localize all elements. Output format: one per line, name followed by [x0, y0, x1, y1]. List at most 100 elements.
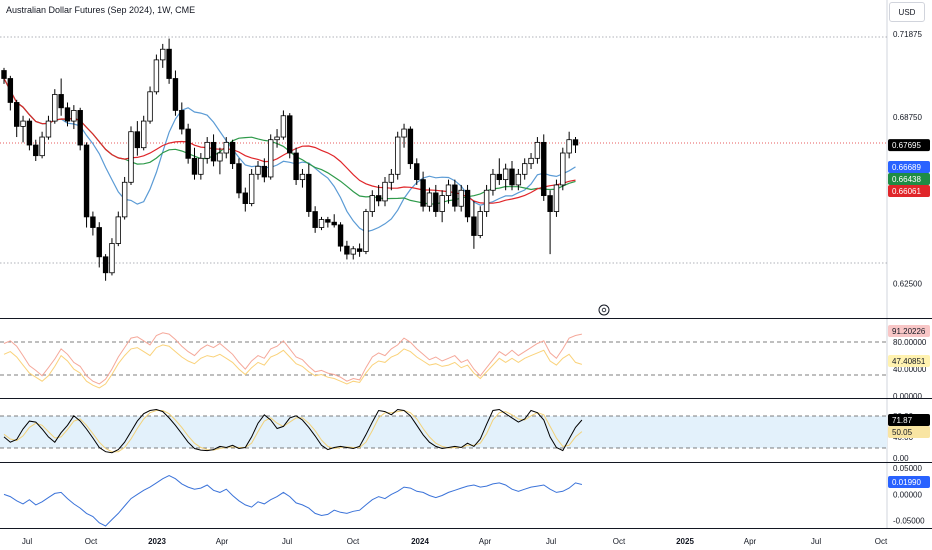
- candle[interactable]: [90, 211, 96, 236]
- candle[interactable]: [33, 139, 39, 161]
- candle[interactable]: [452, 179, 458, 212]
- candle[interactable]: [64, 102, 71, 127]
- candle[interactable]: [198, 153, 204, 180]
- candle[interactable]: [210, 134, 217, 167]
- oscillator-pane-1[interactable]: [0, 332, 887, 389]
- candle[interactable]: [179, 102, 185, 135]
- candle[interactable]: [7, 75, 14, 111]
- candle[interactable]: [172, 70, 179, 116]
- candle[interactable]: [306, 163, 312, 217]
- candle[interactable]: [71, 105, 77, 130]
- stoch-k-line[interactable]: [3, 408, 583, 454]
- stochastic-pane[interactable]: [0, 408, 887, 454]
- osc1-line-b[interactable]: [3, 344, 583, 389]
- candle[interactable]: [388, 168, 395, 191]
- candle[interactable]: [458, 184, 464, 212]
- candle[interactable]: [52, 89, 58, 124]
- candle[interactable]: [356, 243, 363, 257]
- candle[interactable]: [420, 171, 426, 212]
- candle[interactable]: [401, 123, 407, 148]
- candle[interactable]: [394, 131, 401, 180]
- stoch-d-line[interactable]: [3, 409, 583, 453]
- candle[interactable]: [439, 190, 445, 223]
- candle[interactable]: [464, 184, 471, 223]
- candle[interactable]: [369, 190, 375, 217]
- candle[interactable]: [109, 238, 115, 276]
- momentum-line[interactable]: [3, 475, 583, 527]
- candle[interactable]: [58, 78, 64, 116]
- candle[interactable]: [325, 216, 331, 228]
- sma-fast-line[interactable]: [3, 78, 576, 233]
- candle[interactable]: [39, 131, 45, 159]
- candle[interactable]: [229, 139, 236, 169]
- candle[interactable]: [375, 184, 382, 207]
- price-pane[interactable]: [0, 36, 887, 281]
- candle[interactable]: [572, 137, 579, 154]
- candle[interactable]: [407, 126, 414, 169]
- candle[interactable]: [471, 200, 477, 249]
- candle[interactable]: [134, 121, 141, 156]
- osc1-line-a[interactable]: [3, 332, 583, 385]
- candle[interactable]: [522, 158, 528, 180]
- candle[interactable]: [560, 147, 566, 191]
- candle[interactable]: [318, 216, 325, 231]
- candle[interactable]: [541, 134, 547, 201]
- candle[interactable]: [433, 184, 439, 217]
- currency-selector[interactable]: USD: [889, 2, 925, 22]
- momentum-pane[interactable]: [3, 475, 583, 527]
- candle[interactable]: [274, 129, 280, 148]
- candle[interactable]: [483, 184, 490, 217]
- candle[interactable]: [528, 153, 534, 169]
- candle[interactable]: [255, 160, 261, 180]
- candle[interactable]: [496, 158, 502, 185]
- candle[interactable]: [445, 179, 452, 204]
- candle[interactable]: [121, 176, 128, 220]
- candle[interactable]: [344, 240, 350, 260]
- candle[interactable]: [140, 115, 147, 151]
- candle[interactable]: [280, 110, 287, 140]
- candle[interactable]: [191, 147, 198, 180]
- candle[interactable]: [534, 137, 541, 164]
- candle[interactable]: [414, 158, 420, 185]
- candle[interactable]: [242, 187, 248, 212]
- candle[interactable]: [160, 43, 166, 68]
- candle[interactable]: [77, 107, 83, 151]
- candle[interactable]: [223, 137, 229, 159]
- candle[interactable]: [147, 86, 153, 124]
- candle[interactable]: [363, 208, 369, 255]
- candle[interactable]: [185, 123, 191, 164]
- candle[interactable]: [248, 168, 255, 207]
- candle[interactable]: [502, 163, 509, 191]
- candle[interactable]: [96, 222, 102, 268]
- candle[interactable]: [45, 115, 52, 140]
- price-axis[interactable]: 0.71875 0.68750 0.62500: [893, 30, 922, 288]
- candle[interactable]: [566, 131, 572, 159]
- candle[interactable]: [83, 142, 90, 228]
- candle[interactable]: [515, 168, 522, 191]
- candle[interactable]: [490, 168, 496, 196]
- candle[interactable]: [426, 187, 433, 212]
- candle[interactable]: [477, 206, 483, 239]
- candle[interactable]: [509, 160, 515, 191]
- candle[interactable]: [261, 158, 268, 183]
- candle[interactable]: [204, 137, 210, 164]
- candle[interactable]: [13, 99, 20, 138]
- candle[interactable]: [547, 190, 553, 255]
- candle[interactable]: [299, 168, 306, 188]
- candle[interactable]: [166, 38, 172, 84]
- candle[interactable]: [217, 147, 223, 175]
- candle[interactable]: [293, 147, 299, 185]
- candle[interactable]: [331, 214, 337, 228]
- candle[interactable]: [1, 67, 7, 84]
- candle[interactable]: [102, 254, 109, 281]
- candle[interactable]: [115, 211, 121, 247]
- candle[interactable]: [153, 54, 160, 95]
- candle[interactable]: [128, 126, 134, 185]
- candle[interactable]: [20, 115, 26, 143]
- candle[interactable]: [350, 246, 356, 260]
- candle[interactable]: [236, 158, 242, 199]
- candle[interactable]: [287, 113, 293, 159]
- candle[interactable]: [337, 222, 344, 252]
- time-axis[interactable]: Jul Oct 2023 Apr Jul Oct 2024 Apr Jul Oct 2025 Apr J…: [22, 537, 888, 546]
